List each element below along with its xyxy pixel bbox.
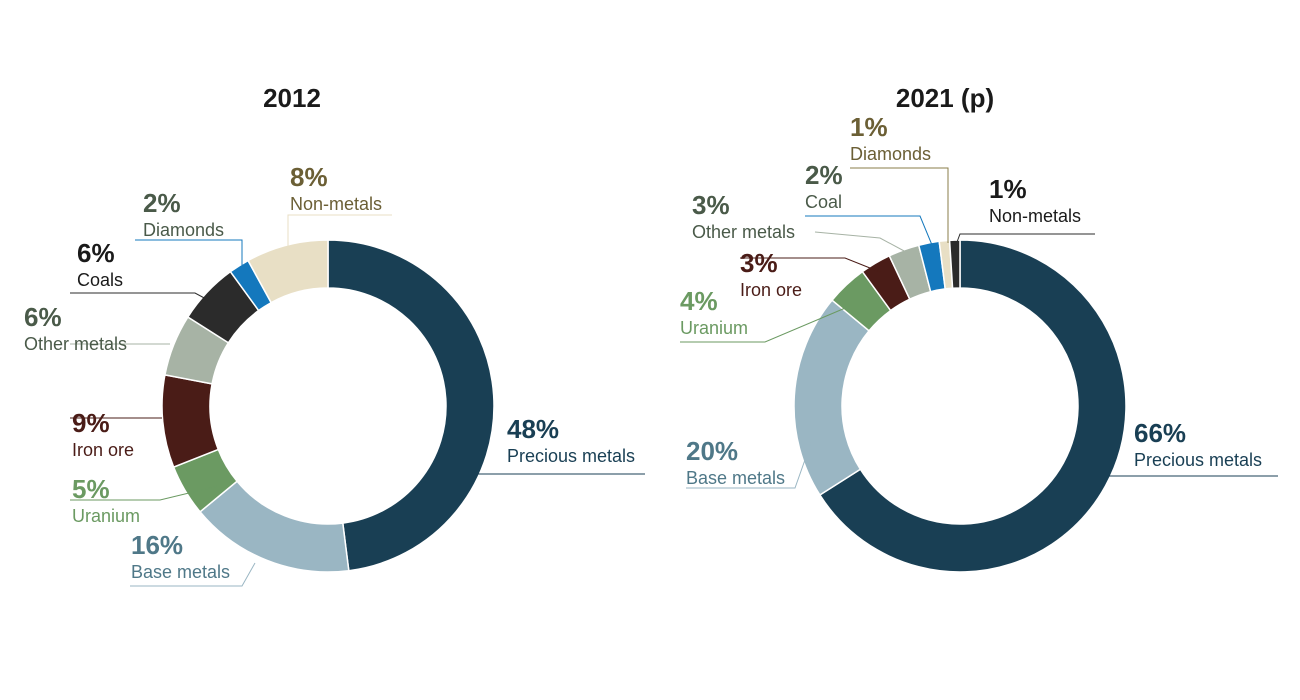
slice-name-label: Non-metals (290, 194, 382, 214)
slice-value-label: 48% (507, 414, 559, 444)
slice-value-label: 1% (850, 112, 888, 142)
leader-line-base-metals (130, 562, 256, 587)
slice-value-label: 1% (989, 174, 1027, 204)
slice-precious-metals (327, 239, 495, 572)
slice-name-label: Coal (805, 192, 842, 212)
slice-value-label: 16% (131, 530, 183, 560)
slice-value-label: 66% (1134, 418, 1186, 448)
slice-non-metals (247, 239, 329, 304)
slice-value-label: 2% (805, 160, 843, 190)
leader-line-diamonds (135, 239, 243, 268)
slice-value-label: 2% (143, 188, 181, 218)
slice-precious-metals (818, 239, 1127, 573)
leader-line-non-metals (956, 233, 1095, 243)
slice-name-label: Non-metals (989, 206, 1081, 226)
slice-name-label: Diamonds (143, 220, 224, 240)
slice-name-label: Other metals (24, 334, 127, 354)
slice-name-label: Iron ore (72, 440, 134, 460)
slice-name-label: Iron ore (740, 280, 802, 300)
leader-line-uranium (70, 485, 219, 501)
chart-title: 2021 (p) (896, 83, 994, 113)
slice-name-label: Uranium (72, 506, 140, 526)
slice-non-metals (948, 239, 961, 290)
donut-chart-2021-p: 2021 (p) 66%Precious metals 20%Base metals… (680, 83, 1278, 573)
chart-title: 2012 (263, 83, 321, 113)
slice-value-label: 4% (680, 286, 718, 316)
slice-name-label: Base metals (131, 562, 230, 582)
slice-value-label: 3% (740, 248, 778, 278)
slice-name-label: Other metals (692, 222, 795, 242)
slice-name-label: Precious metals (507, 446, 635, 466)
slice-name-label: Base metals (686, 468, 785, 488)
leader-line-coals (70, 292, 209, 301)
leader-line-diamonds (850, 167, 949, 243)
slice-value-label: 3% (692, 190, 730, 220)
slice-value-label: 6% (24, 302, 62, 332)
slice-value-label: 5% (72, 474, 110, 504)
donut-chart-2012: 2012 48%Precious metals 16%Base metals 5%Ur… (24, 83, 645, 587)
leader-line-uranium (680, 305, 851, 343)
slice-iron-ore (161, 374, 220, 469)
slice-name-label: Diamonds (850, 144, 931, 164)
slice-name-label: Coals (77, 270, 123, 290)
slice-base-metals (199, 480, 350, 573)
leader-line-coal (805, 215, 933, 246)
leader-line-iron-ore (740, 257, 881, 273)
slice-value-label: 20% (686, 436, 738, 466)
slice-name-label: Precious metals (1134, 450, 1262, 470)
leader-line-base-metals (686, 439, 813, 489)
leader-line-non-metals (287, 214, 392, 246)
slice-base-metals (793, 299, 871, 496)
slice-value-label: 6% (77, 238, 115, 268)
slice-value-label: 9% (72, 408, 110, 438)
slice-value-label: 8% (290, 162, 328, 192)
leader-line-other-metals (814, 231, 907, 253)
slice-name-label: Uranium (680, 318, 748, 338)
